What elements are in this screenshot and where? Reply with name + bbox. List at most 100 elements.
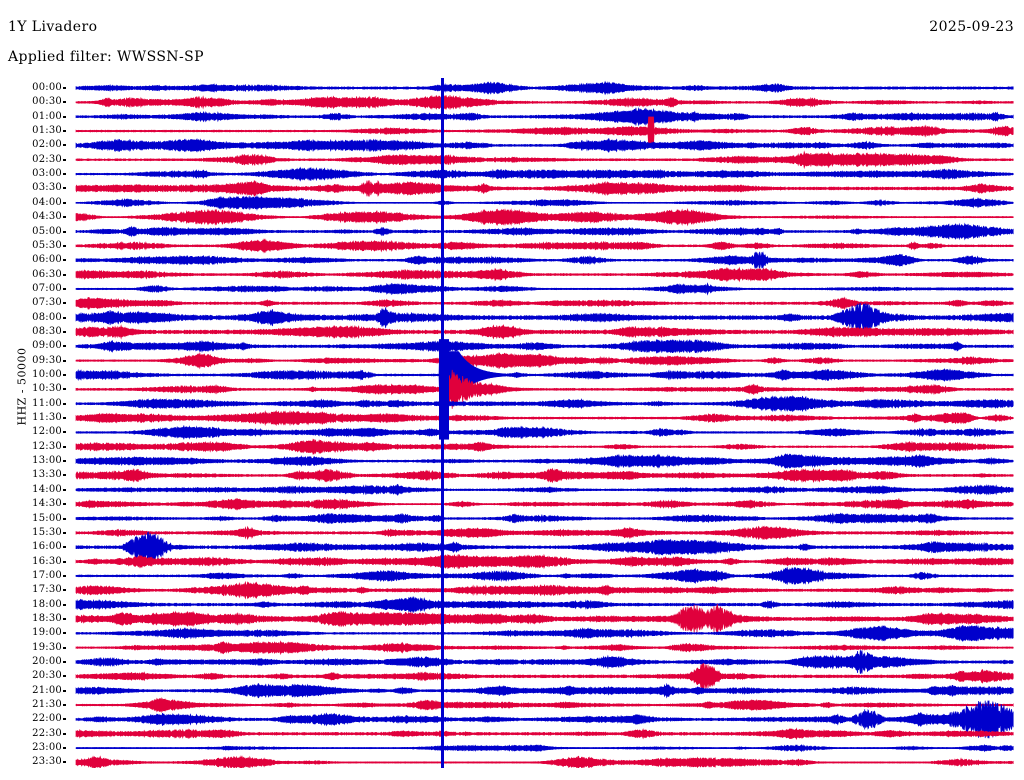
time-axis-tick	[63, 488, 66, 491]
time-axis-label: 18:30	[32, 612, 62, 624]
time-axis-tick	[63, 402, 66, 405]
time-axis-tick	[63, 689, 66, 692]
time-axis-label: 13:00	[32, 455, 62, 467]
time-axis-label: 06:00	[32, 254, 62, 266]
record-date: 2025-09-23	[929, 19, 1014, 35]
time-axis-tick	[63, 704, 66, 707]
time-axis-tick	[63, 244, 66, 247]
time-axis-label: 07:30	[32, 297, 62, 309]
time-axis-label: 05:00	[32, 225, 62, 237]
time-axis-label: 23:30	[32, 756, 62, 768]
time-axis-label: 15:30	[32, 526, 62, 538]
time-axis-tick	[63, 158, 66, 161]
time-axis-label: 00:00	[32, 82, 62, 93]
time-axis-tick	[63, 675, 66, 678]
time-axis-label: 21:00	[32, 684, 62, 696]
time-axis-tick	[63, 761, 66, 764]
time-axis-tick	[63, 417, 66, 420]
time-axis-tick	[63, 646, 66, 649]
time-axis-label: 02:00	[32, 139, 62, 151]
time-axis-tick	[63, 359, 66, 362]
time-axis-tick	[63, 732, 66, 735]
time-axis-tick	[63, 632, 66, 635]
time-axis-label: 05:30	[32, 239, 62, 251]
time-axis-tick	[63, 316, 66, 319]
time-axis-label: 13:30	[32, 469, 62, 481]
time-axis-label: 17:30	[32, 584, 62, 596]
time-axis-tick	[63, 474, 66, 477]
time-axis-tick	[63, 130, 66, 133]
time-axis-tick	[63, 230, 66, 233]
time-axis-tick	[63, 201, 66, 204]
time-axis-label: 16:00	[32, 541, 62, 553]
time-axis-tick	[63, 574, 66, 577]
time-axis-label: 01:30	[32, 125, 62, 137]
time-axis-label: 10:30	[32, 383, 62, 395]
trace-canvas	[0, 78, 1024, 768]
main-event-saturation	[439, 339, 449, 440]
helicorder-plot: 00:00 00:30 01:00 01:30 02:00 02:30 03:00 03:30…	[0, 78, 1024, 768]
time-axis-tick	[63, 273, 66, 276]
time-axis-tick	[63, 115, 66, 118]
time-axis-label: 11:00	[32, 397, 62, 409]
time-axis-label: 08:00	[32, 311, 62, 323]
time-axis-label: 09:30	[32, 354, 62, 366]
time-axis-label: 19:00	[32, 627, 62, 639]
time-axis-tick	[63, 503, 66, 506]
time-axis-tick	[63, 603, 66, 606]
page-title: 1Y Livadero	[8, 19, 98, 35]
time-axis-label: 15:00	[32, 512, 62, 524]
time-axis-label: 14:00	[32, 483, 62, 495]
time-axis-label: 22:30	[32, 727, 62, 739]
time-axis-tick	[63, 374, 66, 376]
time-axis-tick	[63, 87, 66, 89]
time-axis-label: 22:00	[32, 713, 62, 725]
time-axis-tick	[63, 101, 66, 104]
time-axis-tick	[63, 560, 66, 563]
time-axis-tick	[63, 661, 66, 663]
time-axis-tick	[63, 431, 66, 434]
time-axis-tick	[63, 173, 66, 176]
time-axis-label: 20:00	[32, 656, 62, 667]
time-axis-label: 16:30	[32, 555, 62, 567]
time-axis-tick	[63, 345, 66, 348]
time-axis-label: 23:00	[32, 742, 62, 754]
time-axis-tick	[63, 445, 66, 448]
time-axis-tick	[63, 747, 66, 750]
time-axis-label: 02:30	[32, 153, 62, 165]
time-axis-label: 19:30	[32, 641, 62, 653]
time-axis-tick	[63, 144, 66, 147]
time-axis-label: 06:30	[32, 268, 62, 280]
applied-filter-label: Applied filter: WWSSN-SP	[8, 49, 204, 65]
main-event-marker-top	[441, 78, 444, 88]
time-axis-tick	[63, 216, 66, 219]
time-axis-label: 00:30	[32, 96, 62, 108]
time-axis-label: 11:30	[32, 412, 62, 424]
time-axis-label: 09:00	[32, 340, 62, 352]
time-axis-label: 14:30	[32, 498, 62, 510]
time-axis-label: 03:30	[32, 182, 62, 194]
time-axis-label: 17:00	[32, 569, 62, 581]
time-axis-tick	[63, 388, 66, 391]
time-axis-label: 04:30	[32, 211, 62, 223]
time-axis-label: 20:30	[32, 670, 62, 682]
time-axis-tick	[63, 187, 66, 190]
time-axis-tick	[63, 287, 66, 290]
time-axis-tick	[63, 302, 66, 305]
time-axis: 00:00 00:30 01:00 01:30 02:00 02:30 03:00 03:30…	[0, 78, 66, 768]
time-axis-tick	[63, 460, 66, 463]
time-axis-label: 18:00	[32, 598, 62, 610]
time-axis-tick	[63, 546, 66, 549]
time-axis-tick	[63, 330, 66, 333]
time-axis-label: 07:00	[32, 282, 62, 294]
time-axis-label: 12:00	[32, 426, 62, 438]
time-axis-label: 08:30	[32, 325, 62, 337]
time-axis-label: 03:00	[32, 168, 62, 180]
time-axis-tick	[63, 259, 66, 262]
time-axis-label: 10:00	[32, 369, 62, 380]
time-axis-label: 21:30	[32, 699, 62, 711]
time-axis-tick	[63, 517, 66, 520]
time-axis-label: 01:00	[32, 110, 62, 122]
time-axis-tick	[63, 589, 66, 592]
